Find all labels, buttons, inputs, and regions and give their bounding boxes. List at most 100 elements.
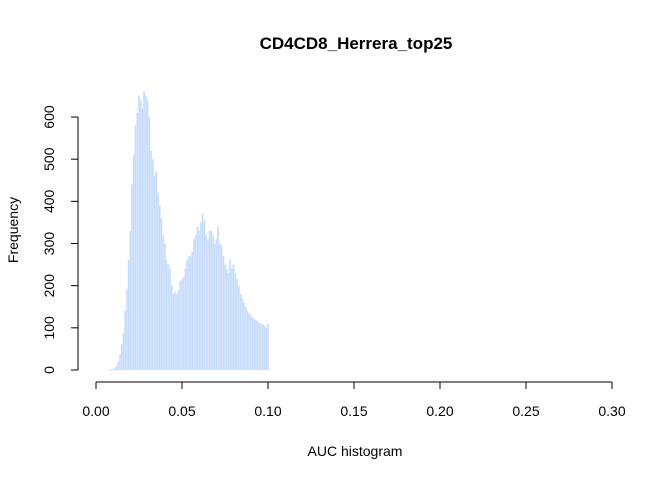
histogram-bar [232,264,235,371]
histogram-bar [163,243,166,371]
histogram-bar [227,272,230,371]
histogram-bar [235,279,239,371]
histogram-bar [241,298,244,371]
y-tick-label: 200 [41,274,57,298]
histogram-bar [162,234,165,371]
histogram-bar [141,108,144,371]
histogram-bar [165,260,168,371]
histogram-bar [155,171,158,371]
histogram-bar [199,222,202,371]
y-tick-label: 100 [41,316,57,340]
histogram-bar [218,243,221,371]
histogram-bar [217,226,220,371]
histogram-bar [251,317,254,371]
histogram-bar [191,251,194,371]
histogram-bar [184,268,187,371]
histogram-bar [208,230,211,371]
x-tick-label: 0.15 [340,403,367,419]
histogram-bar [117,361,120,371]
histogram-bar [132,154,135,371]
histogram-bar [254,320,258,371]
histogram-bar [187,255,190,371]
histogram-bar [139,99,142,371]
histogram-bar [175,293,178,371]
histogram-bar [119,353,122,371]
x-tick-label: 0.20 [426,403,453,419]
histogram-bar [137,95,141,371]
histogram-bar [108,368,111,371]
chart-title: CD4CD8_Herrera_top25 [260,34,453,53]
histogram-bar [263,325,266,371]
histogram-bar [124,310,127,371]
histogram-bar [222,255,225,371]
histogram-bar [230,268,233,371]
histogram-bar [249,314,252,371]
x-tick-label: 0.00 [82,403,109,419]
x-axis: 0.00 0.05 0.10 0.15 0.20 0.25 0.30 [82,381,626,419]
histogram-bar [256,321,259,371]
histogram-bar [167,264,170,371]
histogram-bar [131,184,134,371]
histogram-bar [134,125,137,371]
histogram-bar [151,158,154,371]
y-tick-label: 400 [41,189,57,213]
histogram-bar [261,324,264,371]
histogram-bar [234,272,237,371]
x-tick-label: 0.05 [168,403,195,419]
histogram-bar [203,220,206,371]
histogram-bar [120,344,123,371]
histogram-bar [144,95,147,371]
histogram-bar [211,234,215,371]
histogram-bar [244,306,247,371]
histogram-bar [160,217,163,371]
histogram-bar [170,285,173,371]
histogram-bar [192,239,196,371]
histogram-bar [258,322,261,371]
histogram-bar [179,281,182,371]
bars-group [108,91,270,371]
histogram-bar [239,293,242,371]
histogram-bar [205,234,208,371]
y-tick-label: 600 [41,105,57,129]
histogram-bar [129,230,132,371]
histogram-bar [246,310,249,371]
histogram-bar [158,205,161,371]
histogram-bar [194,234,197,371]
histogram-bar [186,260,189,371]
histogram-bar [237,285,240,371]
histogram-bar [156,192,159,371]
histogram-bar [143,91,146,371]
histogram-bar [149,150,153,371]
histogram-bar [225,268,228,371]
x-axis-label: AUC histogram [308,443,403,459]
histogram-bar [248,312,251,371]
histogram-bar [201,213,204,371]
histogram-bar [206,239,209,371]
histogram-bar [153,175,156,371]
histogram-bar [122,332,125,371]
histogram-bar [198,230,201,371]
histogram-bar [266,323,270,371]
histogram-bar [125,289,129,371]
histogram-bar [112,368,115,371]
histogram-bar [168,268,172,371]
histogram-bar [260,323,263,371]
histogram-bar [127,260,130,371]
histogram-bar [136,112,139,371]
histogram-bar [113,367,116,371]
histogram-bar [223,264,227,371]
histogram-bar [242,302,245,371]
y-tick-label: 0 [41,366,57,374]
histogram-bar [174,291,177,371]
histogram-bar [253,319,256,371]
histogram-bar [220,245,223,371]
histogram-bar [265,327,268,371]
histogram-bar [229,260,232,371]
y-tick-label: 300 [41,232,57,256]
x-tick-label: 0.10 [254,403,281,419]
y-axis: 0 100 200 300 400 500 600 [41,105,79,374]
x-tick-label: 0.25 [512,403,539,419]
histogram-bar [172,293,175,371]
histogram-bar [110,368,113,371]
